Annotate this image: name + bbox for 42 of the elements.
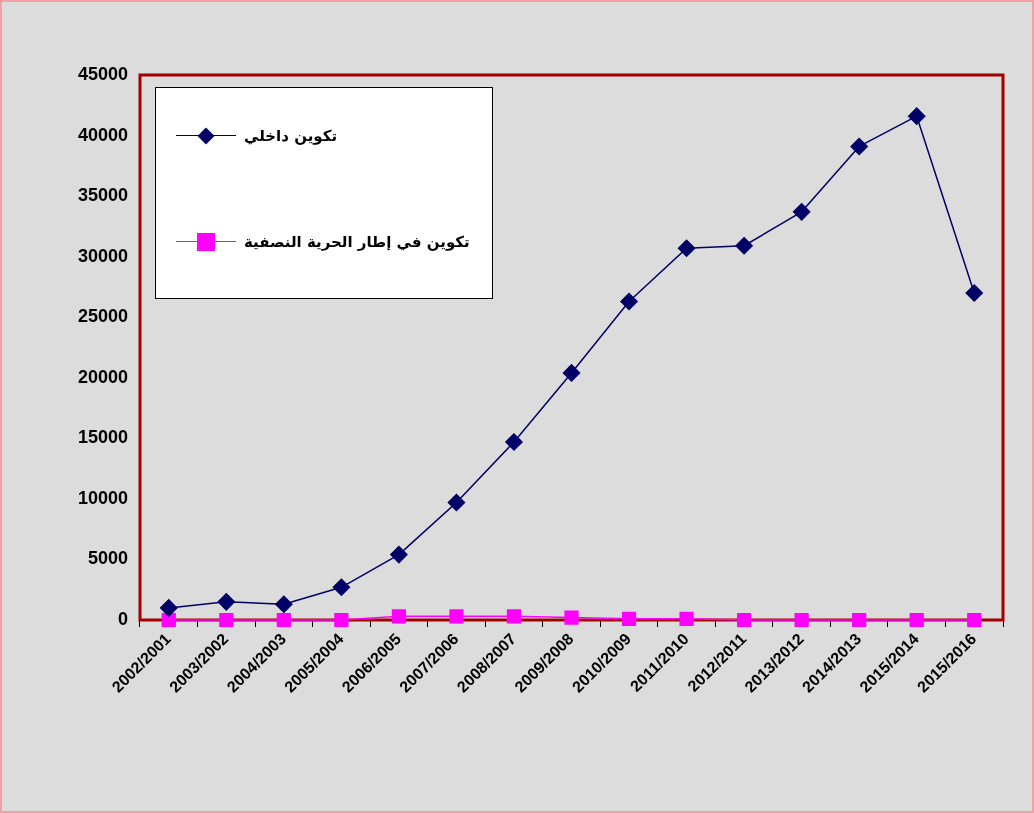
point bbox=[160, 599, 178, 617]
y-tick-label: 0 bbox=[117, 608, 128, 629]
point bbox=[275, 595, 293, 614]
point bbox=[562, 364, 581, 382]
point bbox=[505, 433, 523, 451]
point bbox=[621, 611, 637, 626]
point bbox=[564, 610, 579, 625]
point bbox=[449, 609, 464, 624]
legend-label: تكوين داخلي bbox=[244, 127, 338, 145]
point bbox=[334, 612, 349, 628]
y-tick-label: 35000 bbox=[77, 185, 128, 206]
point bbox=[332, 578, 351, 597]
point bbox=[967, 612, 982, 628]
y-tick-label: 30000 bbox=[77, 245, 128, 266]
point bbox=[276, 612, 291, 628]
point bbox=[907, 107, 926, 125]
point bbox=[679, 611, 694, 626]
point bbox=[620, 292, 638, 311]
point bbox=[447, 493, 466, 512]
y-tick-label: 5000 bbox=[87, 548, 128, 569]
point bbox=[965, 284, 983, 302]
y-tick-label: 45000 bbox=[77, 63, 128, 84]
y-tick-label: 15000 bbox=[77, 427, 128, 448]
legend-label: تكوين في إطار الحرية النصفية bbox=[244, 233, 470, 251]
point bbox=[850, 137, 868, 156]
point bbox=[909, 612, 924, 628]
y-tick-label: 40000 bbox=[77, 124, 128, 145]
point bbox=[390, 545, 408, 564]
point bbox=[792, 203, 811, 221]
y-tick-label: 20000 bbox=[77, 366, 128, 387]
point bbox=[161, 612, 176, 628]
point bbox=[794, 612, 809, 628]
point bbox=[219, 612, 234, 628]
y-tick-label: 10000 bbox=[77, 487, 128, 508]
point bbox=[217, 593, 236, 611]
point bbox=[735, 237, 753, 255]
point bbox=[677, 239, 696, 257]
point bbox=[391, 609, 407, 624]
y-tick-label: 25000 bbox=[77, 306, 128, 327]
point bbox=[736, 612, 752, 628]
point bbox=[852, 612, 867, 628]
point bbox=[506, 609, 522, 624]
